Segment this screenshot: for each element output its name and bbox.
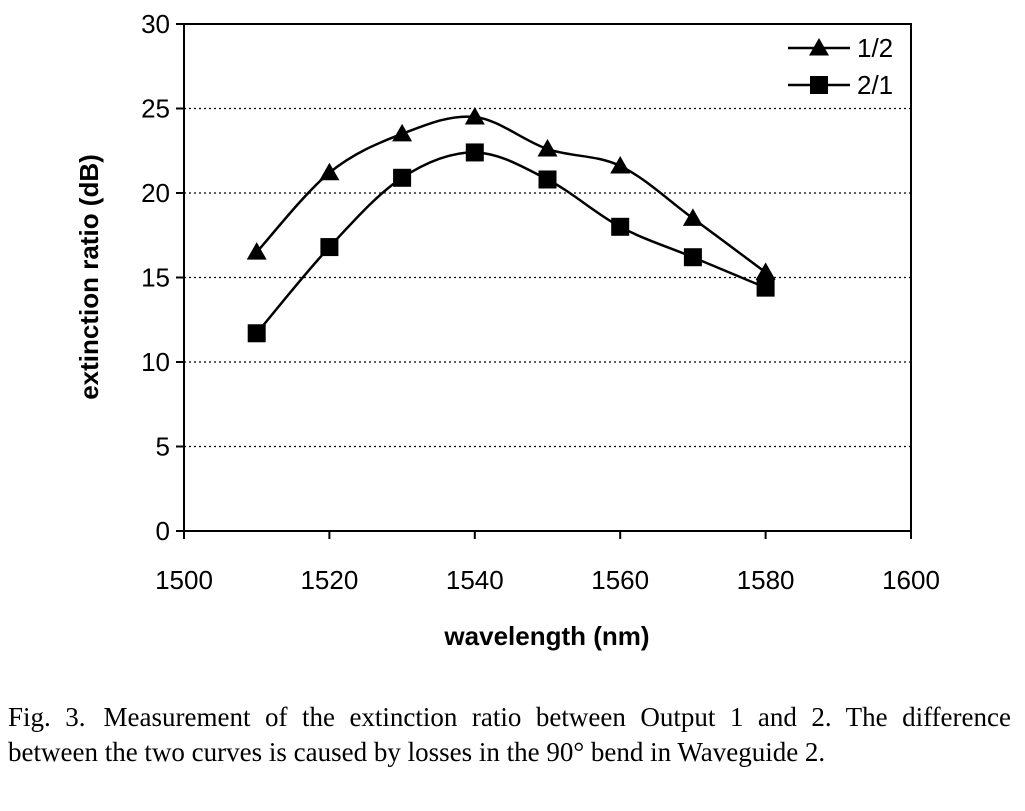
legend: 1/22/1: [788, 33, 893, 100]
triangle-marker: [537, 139, 558, 157]
legend-item: 1/2: [788, 33, 893, 63]
y-tick-label: 25: [141, 94, 170, 124]
grid-lines: [184, 107, 911, 448]
y-tick-label: 0: [156, 516, 170, 546]
caption-text: Measurement of the extinction ratio betw…: [8, 702, 1011, 767]
legend-item: 2/1: [788, 70, 893, 100]
x-tick-label: 1600: [882, 565, 940, 595]
y-tick-label: 20: [141, 178, 170, 208]
triangle-marker: [246, 242, 267, 260]
y-tick-label: 5: [156, 432, 170, 462]
plot-frame: [183, 23, 912, 532]
series-1: [246, 106, 776, 280]
square-marker: [393, 168, 412, 187]
square-marker: [320, 238, 339, 257]
x-axis-title: wavelength (nm): [443, 621, 649, 651]
x-tick-label: 1500: [155, 565, 213, 595]
x-tick-label: 1580: [737, 565, 795, 595]
x-tick-label: 1540: [446, 565, 504, 595]
triangle-marker: [610, 155, 631, 174]
triangle-marker: [392, 123, 413, 142]
legend-square-marker: [810, 76, 828, 94]
y-axis-title: extinction ratio (dB): [74, 154, 104, 400]
triangle-marker: [319, 162, 340, 181]
square-marker: [756, 278, 775, 297]
y-tick-label: 30: [141, 9, 170, 39]
square-marker: [247, 324, 266, 343]
triangle-marker: [682, 208, 703, 226]
y-tick-label: 15: [141, 263, 170, 293]
square-marker: [611, 217, 630, 236]
x-tick-label: 1560: [591, 565, 649, 595]
figure-caption: Fig. 3. Measurement of the extinction rat…: [8, 700, 1011, 770]
legend-label: 1/2: [857, 33, 893, 63]
legend-triangle-marker: [809, 38, 829, 56]
square-marker: [465, 143, 484, 162]
triangle-marker: [755, 262, 776, 280]
y-tick-label: 10: [141, 347, 170, 377]
series-2: [247, 143, 775, 343]
square-marker: [683, 248, 702, 267]
legend-label: 2/1: [857, 70, 893, 100]
figure-label: Fig. 3.: [8, 702, 86, 732]
triangle-marker: [464, 106, 485, 125]
series-layer: [246, 106, 776, 343]
x-tick-label: 1520: [300, 565, 358, 595]
square-marker: [538, 170, 557, 189]
